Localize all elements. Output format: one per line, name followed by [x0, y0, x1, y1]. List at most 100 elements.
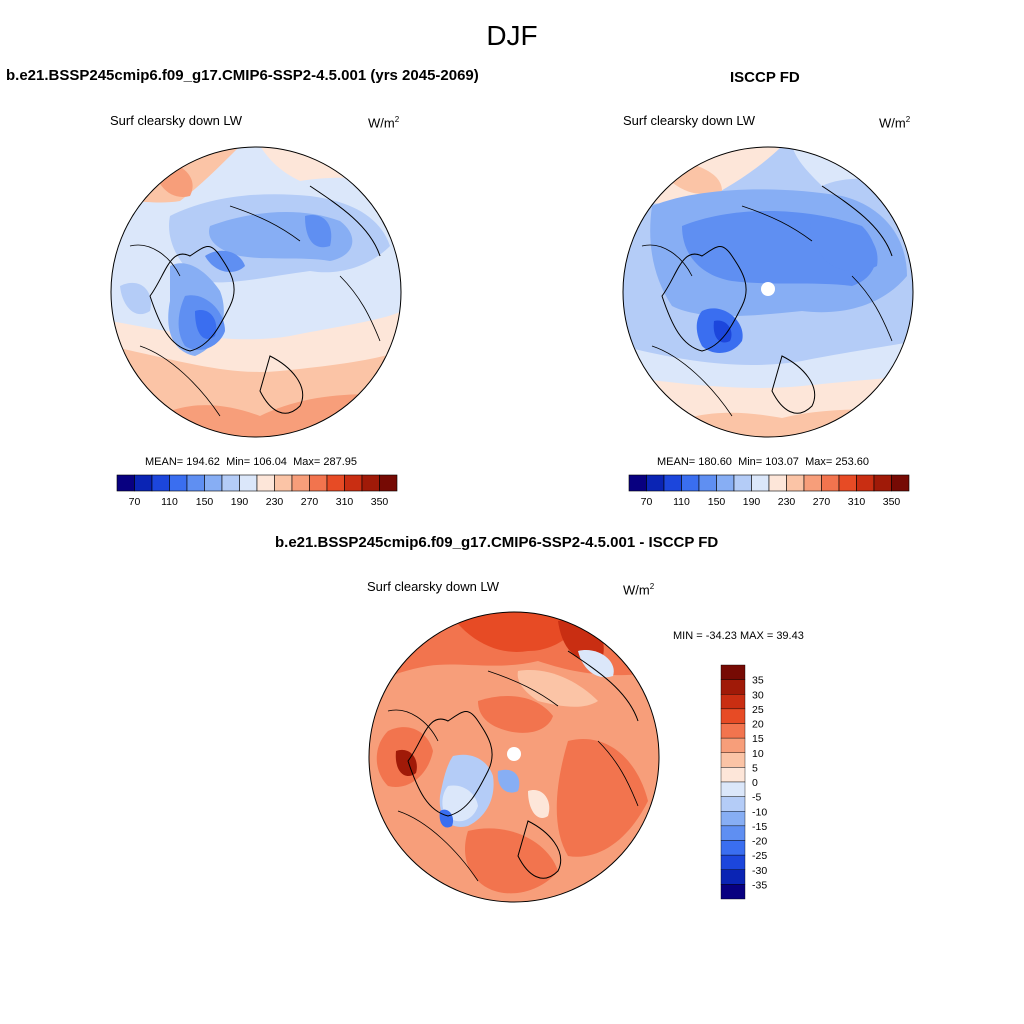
colorbar-swatch: [720, 752, 746, 768]
obs-colorbar: 70 110 150 190 230 270 310 350: [628, 474, 910, 508]
model-polar-map: [110, 146, 402, 438]
diff-polar-map: [368, 611, 660, 903]
colorbar-swatch: [720, 811, 746, 827]
colorbar-swatch: [628, 474, 647, 492]
colorbar-tick-label: 30: [752, 689, 764, 701]
obs-stats: MEAN= 180.60 Min= 103.07 Max= 253.60: [657, 456, 869, 468]
colorbar-swatch: [274, 474, 293, 492]
colorbar-swatch: [204, 474, 223, 492]
colorbar-swatch: [379, 474, 398, 492]
obs-min-label: Min=: [738, 456, 763, 468]
model-min-label: Min=: [226, 456, 251, 468]
diff-units-exp: 2: [649, 582, 655, 591]
colorbar-tick-label: -20: [752, 836, 767, 848]
colorbar-tick-label: 110: [673, 496, 690, 508]
colorbar-swatch: [720, 767, 746, 783]
colorbar-tick-label: 25: [752, 704, 764, 716]
colorbar-swatch: [221, 474, 240, 492]
colorbar-swatch: [720, 825, 746, 841]
colorbar-swatch: [720, 781, 746, 797]
colorbar-swatch: [720, 884, 746, 900]
colorbar-tick-label: 190: [743, 496, 761, 508]
model-stats: MEAN= 194.62 Min= 106.04 Max= 287.95: [145, 456, 357, 468]
colorbar-swatch: [256, 474, 275, 492]
colorbar-tick-label: 150: [708, 496, 726, 508]
model-units-label: W/m2: [368, 115, 399, 130]
colorbar-swatch: [733, 474, 752, 492]
obs-polar-map: [622, 146, 914, 438]
colorbar-tick-label: 190: [231, 496, 249, 508]
colorbar-tick-label: -10: [752, 806, 767, 818]
model-mean-value: 194.62: [186, 456, 220, 468]
colorbar-tick-label: 230: [778, 496, 796, 508]
model-colorbar: 70 110 150 190 230 270 310 350: [116, 474, 398, 508]
colorbar-tick-label: 70: [641, 496, 653, 508]
colorbar-tick-label: 20: [752, 719, 764, 731]
colorbar-swatch: [646, 474, 665, 492]
colorbar-swatch: [803, 474, 822, 492]
diff-minmax: MIN = -34.23 MAX = 39.43: [673, 630, 804, 642]
obs-mean-label: MEAN=: [657, 456, 696, 468]
colorbar-tick-label: 150: [196, 496, 214, 508]
colorbar-swatch: [838, 474, 857, 492]
model-mean-label: MEAN=: [145, 456, 184, 468]
colorbar-tick-label: 230: [266, 496, 284, 508]
colorbar-tick-label: 15: [752, 733, 764, 745]
colorbar-swatch: [720, 869, 746, 885]
colorbar-swatch: [720, 840, 746, 856]
colorbar-tick-label: -5: [752, 792, 761, 804]
colorbar-tick-label: 350: [883, 496, 901, 508]
obs-variable-label: Surf clearsky down LW: [623, 113, 755, 128]
colorbar-tick-label: -25: [752, 850, 767, 862]
colorbar-tick-label: 270: [813, 496, 831, 508]
colorbar-swatch: [751, 474, 770, 492]
colorbar-tick-label: -35: [752, 879, 767, 891]
colorbar-swatch: [720, 723, 746, 739]
colorbar-tick-label: -15: [752, 821, 767, 833]
colorbar-swatch: [856, 474, 875, 492]
model-variable-label: Surf clearsky down LW: [110, 113, 242, 128]
colorbar-swatch: [239, 474, 258, 492]
diff-colorbar: 35 30 25 20 15 10 5 0 -5 -10 -15 -20 -25 -30 -35: [720, 664, 767, 900]
model-min-value: 106.04: [253, 456, 287, 468]
obs-units-exp: 2: [905, 115, 911, 124]
obs-max-label: Max=: [805, 456, 833, 468]
colorbar-swatch: [134, 474, 153, 492]
colorbar-swatch: [326, 474, 345, 492]
colorbar-tick-label: 70: [129, 496, 141, 508]
diff-units-base: W/m: [623, 582, 650, 598]
colorbar-swatch: [786, 474, 805, 492]
colorbar-swatch: [186, 474, 205, 492]
colorbar-swatch: [344, 474, 363, 492]
colorbar-tick-label: 110: [161, 496, 178, 508]
obs-units-base: W/m: [879, 115, 906, 131]
obs-units-label: W/m2: [879, 115, 910, 130]
colorbar-swatch: [309, 474, 328, 492]
colorbar-swatch: [720, 737, 746, 753]
colorbar-swatch: [169, 474, 188, 492]
colorbar-swatch: [663, 474, 682, 492]
colorbar-swatch: [681, 474, 700, 492]
diff-units-label: W/m2: [623, 582, 654, 597]
colorbar-tick-label: 35: [752, 675, 764, 687]
colorbar-swatch: [716, 474, 735, 492]
colorbar-tick-label: 5: [752, 762, 758, 774]
colorbar-swatch: [116, 474, 135, 492]
colorbar-swatch: [873, 474, 892, 492]
colorbar-swatch: [720, 796, 746, 812]
model-panel-title: b.e21.BSSP245cmip6.f09_g17.CMIP6-SSP2-4.…: [6, 67, 479, 84]
colorbar-swatch: [821, 474, 840, 492]
colorbar-tick-label: -30: [752, 865, 767, 877]
colorbar-tick-label: 0: [752, 777, 758, 789]
colorbar-swatch: [768, 474, 787, 492]
obs-mean-value: 180.60: [698, 456, 732, 468]
colorbar-swatch: [720, 664, 746, 680]
colorbar-swatch: [151, 474, 170, 492]
diff-panel-title: b.e21.BSSP245cmip6.f09_g17.CMIP6-SSP2-4.…: [275, 534, 719, 551]
colorbar-swatch: [720, 708, 746, 724]
model-max-label: Max=: [293, 456, 321, 468]
colorbar-tick-label: 310: [848, 496, 866, 508]
model-units-exp: 2: [394, 115, 400, 124]
colorbar-tick-label: 310: [336, 496, 354, 508]
colorbar-swatch: [891, 474, 910, 492]
